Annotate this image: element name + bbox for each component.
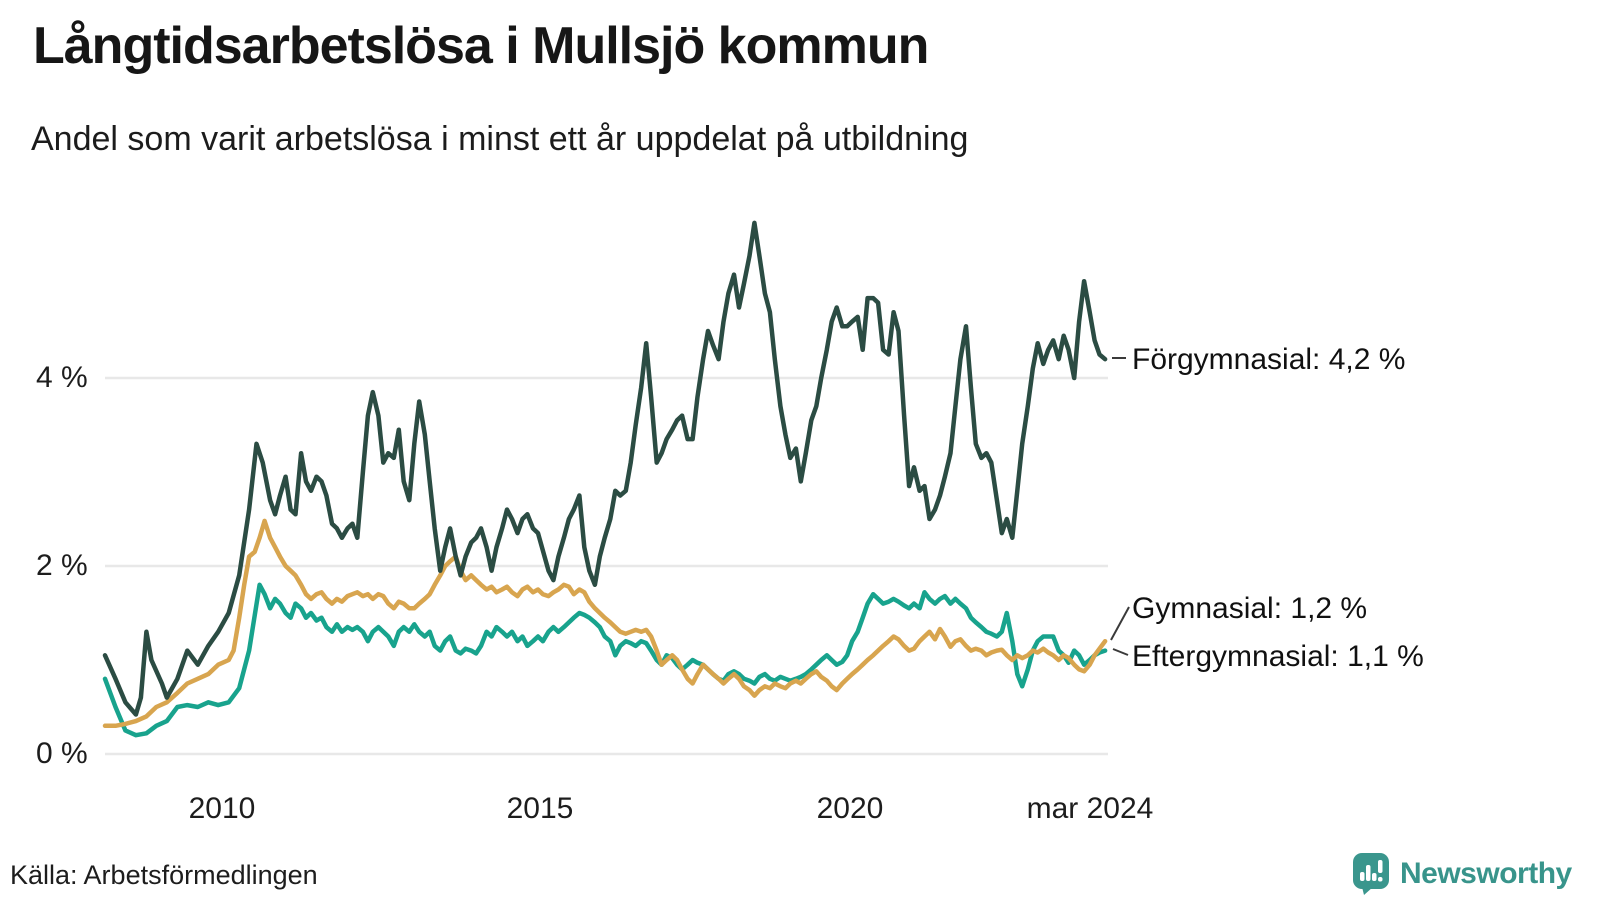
series-line-förgymnasial [102,220,1108,717]
newsworthy-branding: Newsworthy [1352,852,1572,896]
chart-title: Långtidsarbetslösa i Mullsjö kommun [33,17,929,75]
x-axis-tick-2015: 2015 [506,792,574,825]
gridlines [105,376,1108,756]
x-axis-tick-2010: 2010 [188,792,256,825]
series-end-label-eftergymnasial: Eftergymnasial: 1,1 % [1132,640,1424,673]
leader-gymnasial [1110,606,1130,641]
x-axis-tick-mar-2024: mar 2024 [1026,792,1154,825]
series-lines [102,220,1108,738]
series-end-label-gymnasial: Gymnasial: 1,2 % [1132,592,1368,625]
y-axis-tick-2pct: 2 % [36,549,88,582]
label-leader-lines [1110,357,1130,656]
chart-subtitle: Andel som varit arbetslösa i minst ett å… [31,120,969,158]
series-line-eftergymnasial [102,582,1108,738]
newsworthy-logo-text: Newsworthy [1400,857,1572,890]
newsworthy-logo-icon [1353,853,1389,895]
y-axis-tick-4pct: 4 % [36,361,88,394]
x-axis-tick-2020: 2020 [816,792,884,825]
series-line-gymnasial [102,518,1108,729]
source-attribution: Källa: Arbetsförmedlingen [10,860,318,890]
series-end-label-forgymnasial: Förgymnasial: 4,2 % [1132,343,1406,376]
y-axis-tick-0pct: 0 % [36,737,88,770]
leader-eftergymnasial [1112,648,1129,656]
